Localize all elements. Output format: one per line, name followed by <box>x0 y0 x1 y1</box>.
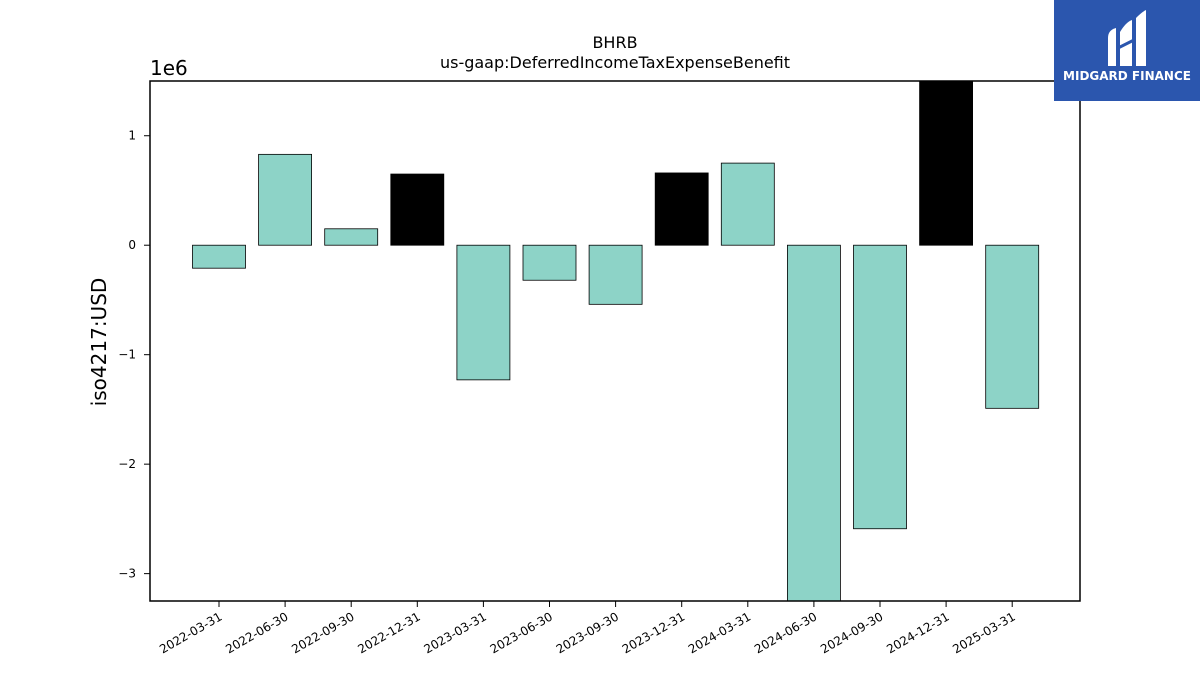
x-tick-label: 2022-12-31 <box>355 609 422 656</box>
y-tick-label: −2 <box>118 457 136 471</box>
bars <box>192 80 1040 602</box>
bar-2024-09-30 <box>853 244 907 530</box>
bar-2023-12-31 <box>654 172 709 246</box>
brand-logo: MIDGARD FINANCE <box>1054 0 1200 101</box>
x-tick-label: 2024-06-30 <box>752 609 819 656</box>
x-tick-label: 2022-06-30 <box>223 609 290 656</box>
x-tick-label: 2023-06-30 <box>488 609 555 656</box>
y-axis-label: iso4217:USD <box>87 278 111 407</box>
y-tick-label: 1 <box>128 129 136 143</box>
bar-2025-03-31 <box>985 244 1040 409</box>
bar-2024-03-31 <box>720 162 775 246</box>
bar-2022-12-31 <box>390 173 445 246</box>
y-scale-label: 1e6 <box>150 56 188 80</box>
x-tick-label: 2022-09-30 <box>289 609 356 656</box>
bar-2024-06-30 <box>787 244 841 602</box>
chart-subtitle: us-gaap:DeferredIncomeTaxExpenseBenefit <box>440 53 790 72</box>
x-tick-label: 2024-09-30 <box>818 609 885 656</box>
x-ticks: 2022-03-312022-06-302022-09-302022-12-31… <box>157 601 1018 656</box>
y-tick-label: −1 <box>118 348 136 362</box>
x-tick-label: 2022-03-31 <box>157 609 224 656</box>
bar-2022-09-30 <box>324 228 379 246</box>
plot-frame <box>149 80 1081 602</box>
y-tick-label: −3 <box>118 567 136 581</box>
logo-mark-icon <box>1108 10 1146 66</box>
x-tick-label: 2023-09-30 <box>554 609 621 656</box>
x-tick-label: 2025-03-31 <box>950 609 1017 656</box>
chart-title: BHRB <box>592 33 637 52</box>
y-ticks: −3 −2 −1 0 1 <box>118 129 150 581</box>
x-tick-label: 2024-12-31 <box>884 609 951 656</box>
bar-2023-03-31 <box>456 244 511 381</box>
bar-2022-03-31 <box>192 244 246 269</box>
x-tick-label: 2023-03-31 <box>421 609 488 656</box>
bar-2023-06-30 <box>522 244 577 281</box>
bar-2023-09-30 <box>588 244 643 305</box>
y-tick-label: 0 <box>128 238 136 252</box>
x-tick-label: 2023-12-31 <box>620 609 687 656</box>
logo-text: MIDGARD FINANCE <box>1063 69 1191 83</box>
x-tick-label: 2024-03-31 <box>686 609 753 656</box>
bar-2024-12-31 <box>919 80 973 246</box>
bar-2022-06-30 <box>258 153 313 246</box>
